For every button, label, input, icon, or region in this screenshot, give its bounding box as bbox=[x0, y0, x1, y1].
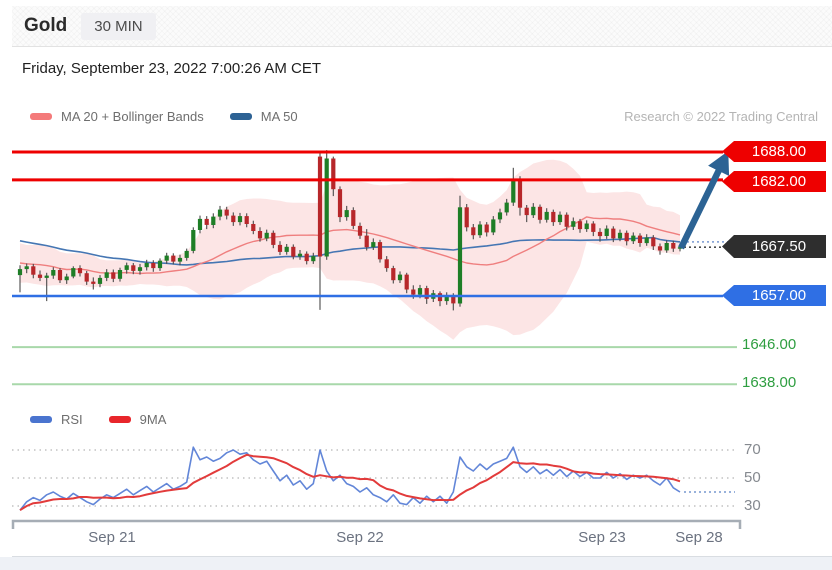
target-price-label-1646: 1646.00 bbox=[742, 336, 797, 353]
candles bbox=[17, 150, 683, 311]
main-legend: MA 20 + Bollinger Bands MA 50 bbox=[30, 109, 298, 124]
timeframe-badge: 30 MIN bbox=[81, 12, 156, 40]
legend-item-ma50: MA 50 bbox=[229, 109, 298, 124]
card-bottom-edge bbox=[12, 556, 832, 557]
x-axis-label-sep21: Sep 21 bbox=[88, 529, 136, 546]
legend-label: 9MA bbox=[139, 412, 167, 427]
rsi-9ma-swatch-icon bbox=[108, 416, 131, 423]
rsi-legend: RSI 9MA bbox=[30, 412, 166, 427]
ma20-line bbox=[19, 216, 681, 275]
rsi-9ma-line bbox=[19, 453, 681, 512]
rsi-tick-70: 70 bbox=[744, 441, 761, 458]
rsi-tick-50: 50 bbox=[744, 469, 761, 486]
instrument-title: Gold bbox=[24, 15, 68, 36]
x-axis-label-sep28: Sep 28 bbox=[675, 529, 723, 546]
legend-label: MA 50 bbox=[260, 109, 298, 124]
last-price-tag: 1667.50 bbox=[722, 235, 826, 258]
legend-label: MA 20 + Bollinger Bands bbox=[61, 109, 204, 124]
legend-label: RSI bbox=[61, 412, 83, 427]
legend-item-9ma: 9MA bbox=[108, 412, 167, 427]
ma50-swatch-icon bbox=[229, 113, 252, 120]
ma50-line bbox=[19, 236, 681, 266]
bullish-projection-arrow bbox=[678, 151, 730, 250]
chart-datetime: Friday, September 23, 2022 7:00:26 AM CE… bbox=[22, 60, 322, 77]
resistance-price-tag-1682: 1682.00 bbox=[722, 171, 826, 192]
page-bottom-strip bbox=[0, 557, 832, 570]
x-axis-label-sep22: Sep 22 bbox=[336, 529, 384, 546]
support-price-tag-1657: 1657.00 bbox=[722, 285, 826, 306]
chart-header: Gold 30 MIN bbox=[12, 6, 832, 47]
copyright-credit: Research © 2022 Trading Central bbox=[624, 109, 818, 124]
target-price-label-1638: 1638.00 bbox=[742, 374, 797, 391]
rsi-line bbox=[19, 446, 681, 511]
x-axis-label-sep23: Sep 23 bbox=[578, 529, 626, 546]
rsi-tick-30: 30 bbox=[744, 497, 761, 514]
legend-item-rsi: RSI bbox=[30, 412, 83, 427]
ma20-bollinger-swatch-icon bbox=[30, 113, 52, 120]
rsi-swatch-icon bbox=[30, 416, 52, 423]
x-axis-bracket bbox=[11, 519, 742, 529]
resistance-price-tag-1688: 1688.00 bbox=[722, 141, 826, 162]
legend-item-ma20-bollinger: MA 20 + Bollinger Bands bbox=[30, 109, 204, 124]
